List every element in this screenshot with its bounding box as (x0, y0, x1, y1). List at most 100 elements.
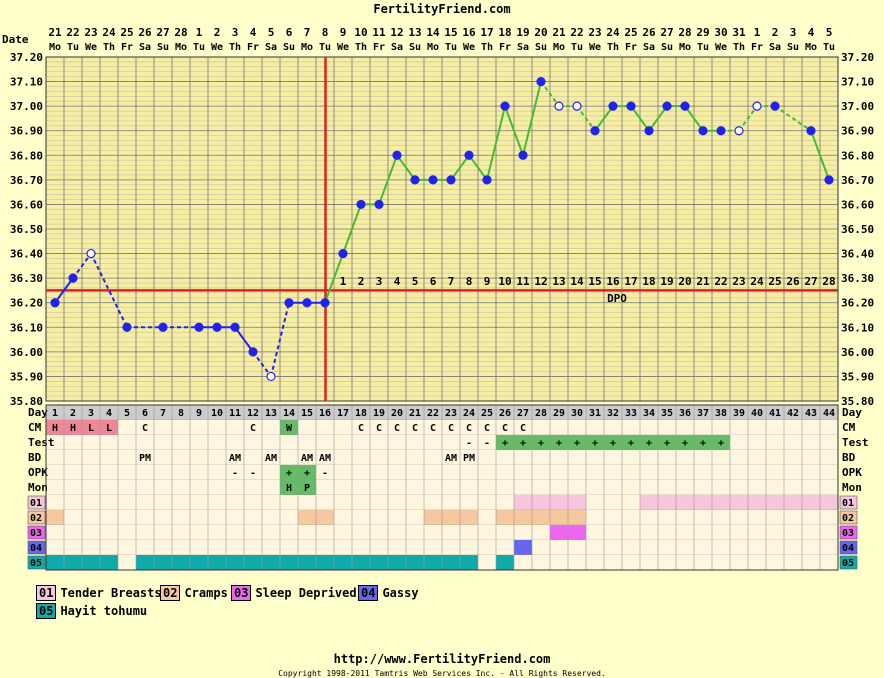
cell-value: 41 (769, 408, 781, 419)
temp-line-segment (738, 105, 758, 132)
dpo-number: 20 (678, 275, 691, 288)
y-tick-label-left: 36.70 (10, 174, 43, 187)
y-tick-label-left: 35.80 (10, 395, 43, 408)
temp-line-segment (396, 154, 416, 181)
weekday-label: Mo (427, 42, 439, 53)
date-label: 21 (48, 26, 62, 39)
date-label: 1 (196, 26, 203, 39)
cell-value: 18 (355, 408, 367, 419)
y-tick-label-left: 37.10 (10, 76, 43, 89)
y-tick-label-left: 36.30 (10, 272, 43, 285)
cell-value: 6 (142, 408, 148, 419)
cell-fill (64, 420, 82, 435)
temp-line-segment (54, 277, 74, 304)
cell-value: 1 (52, 408, 58, 419)
dpo-number: 1 (340, 275, 347, 288)
temp-point (284, 298, 294, 308)
cell-fill (514, 495, 532, 510)
cell-fill (82, 555, 100, 570)
date-label: 26 (138, 26, 152, 39)
cell-value: C (466, 423, 472, 434)
date-label: 5 (268, 26, 275, 39)
date-label: 4 (250, 26, 257, 39)
legend-label: Tender Breasts (60, 586, 162, 600)
cell-value: + (700, 438, 706, 449)
temp-line-segment (810, 130, 830, 181)
cell-fill (406, 555, 424, 570)
cell-value: + (502, 438, 508, 449)
row-label-right: CM (842, 421, 856, 434)
cell-value: 33 (625, 408, 637, 419)
y-tick-label-right: 36.90 (841, 125, 874, 138)
cell-value: H (52, 423, 58, 434)
symptom-key-right (839, 540, 858, 555)
weekday-label: Tu (445, 42, 457, 53)
date-label: 13 (408, 26, 421, 39)
cell-fill (226, 555, 244, 570)
cell-value: 23 (445, 408, 457, 419)
cell-value: 12 (247, 408, 259, 419)
date-label: 15 (444, 26, 457, 39)
cell-fill (802, 495, 820, 510)
weekday-label: We (715, 42, 727, 53)
symptom-key-right (839, 525, 858, 540)
cell-fill (424, 555, 442, 570)
cell-value: L (88, 423, 94, 434)
weekday-label: Mo (679, 42, 691, 53)
cell-fill (334, 555, 352, 570)
cell-value: 21 (409, 408, 421, 419)
temp-line-segment (324, 253, 344, 304)
dpo-number: 28 (822, 275, 835, 288)
cell-fill (712, 495, 730, 510)
weekday-label: Tu (67, 42, 79, 53)
cell-fill (316, 555, 334, 570)
weekday-label: Tu (697, 42, 709, 53)
y-tick-label-right: 36.30 (841, 272, 874, 285)
temp-point (572, 101, 582, 111)
page-title: FertilityFriend.com (373, 2, 511, 16)
weekday-label: Th (733, 42, 745, 53)
weekday-label: Su (157, 42, 169, 53)
legend-key: 04 (358, 585, 379, 601)
weekday-label: Th (103, 42, 115, 53)
cell-fill (136, 555, 154, 570)
cell-fill (712, 435, 730, 450)
temp-point (698, 126, 708, 136)
date-label: 9 (340, 26, 347, 39)
temp-line-segment (774, 105, 812, 132)
row-label-left: CM (28, 421, 42, 434)
cell-value: C (430, 423, 436, 434)
cell-fill (532, 495, 550, 510)
footer-link[interactable]: http://www.FertilityFriend.com (333, 652, 551, 666)
temp-point (446, 175, 456, 185)
cell-fill (532, 510, 550, 525)
weekday-label: Fr (751, 42, 763, 53)
cell-value: + (682, 438, 688, 449)
dpo-number: 24 (750, 275, 764, 288)
date-label: 12 (390, 26, 403, 39)
cell-value: + (286, 468, 292, 479)
weekday-label: Su (787, 42, 799, 53)
cell-fill (640, 435, 658, 450)
symptom-code-left: 04 (30, 543, 42, 554)
weekday-label: Mo (553, 42, 565, 53)
cell-fill (496, 510, 514, 525)
cell-value: - (322, 468, 328, 479)
temp-line-segment (594, 105, 614, 132)
row-label-right: Test (842, 436, 869, 449)
cell-value: + (592, 438, 598, 449)
date-label: 22 (570, 26, 583, 39)
temp-point (752, 101, 762, 111)
temp-point (158, 322, 168, 332)
cell-fill (280, 420, 298, 435)
cell-fill (622, 435, 640, 450)
cell-value: AM (265, 453, 277, 464)
cell-value: 43 (805, 408, 817, 419)
cell-value: AM (301, 453, 313, 464)
cell-fill (568, 495, 586, 510)
cell-value: + (538, 438, 544, 449)
temp-point (194, 322, 204, 332)
y-tick-label-left: 36.00 (10, 346, 43, 359)
temp-point (428, 175, 438, 185)
